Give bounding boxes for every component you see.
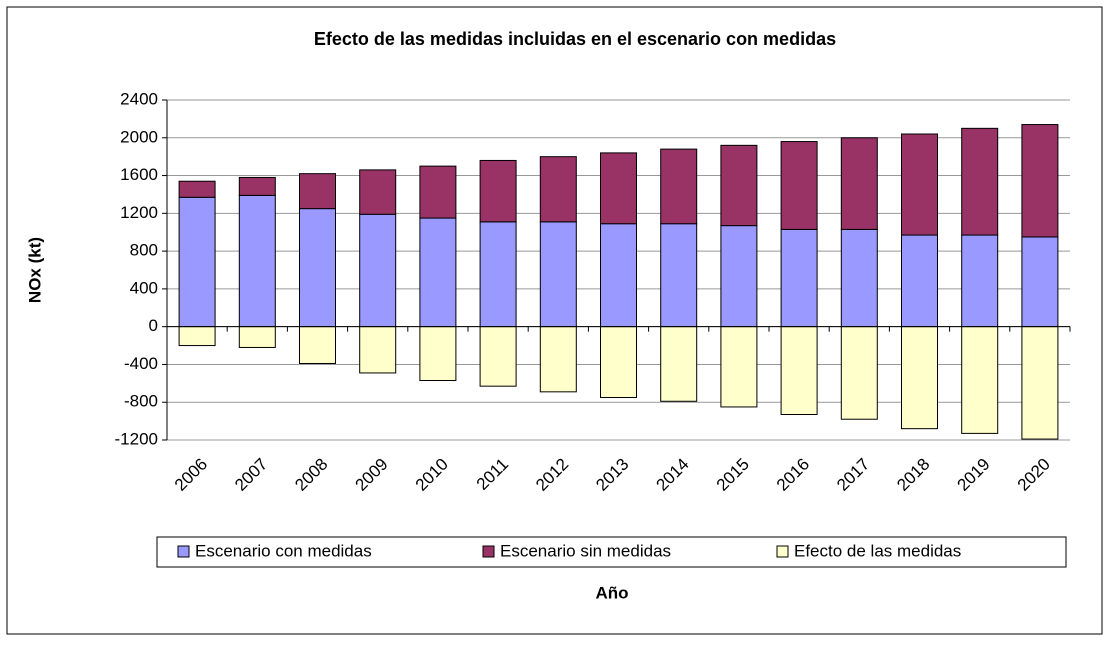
bar: [178, 326, 216, 347]
bar: [419, 165, 457, 219]
bar: [600, 152, 637, 225]
bar: [961, 326, 999, 434]
bar: [1021, 326, 1059, 440]
bar: [660, 223, 698, 328]
bar: [600, 326, 637, 398]
bar: [901, 234, 938, 328]
bar: [961, 127, 999, 236]
y-tick-label: -1200: [115, 429, 158, 448]
legend-marker: [177, 545, 190, 558]
bar: [901, 133, 938, 236]
x-axis-title: Año: [595, 583, 628, 602]
chart-title: Efecto de las medidas incluidas en el es…: [314, 29, 836, 49]
bar: [600, 223, 637, 328]
bar: [178, 180, 216, 198]
legend-box: [156, 536, 1067, 568]
bar: [359, 213, 397, 328]
bar: [479, 326, 517, 387]
y-tick-label: -400: [124, 354, 158, 373]
bar: [479, 221, 517, 328]
bar: [780, 326, 818, 415]
y-tick-label: 400: [130, 278, 158, 297]
bar: [720, 144, 758, 227]
bar: [539, 326, 577, 393]
legend-marker: [482, 545, 495, 558]
legend-marker: [776, 545, 789, 558]
bar: [1021, 124, 1059, 238]
bar: [419, 217, 457, 328]
bar: [660, 148, 698, 225]
legend-label: Escenario sin medidas: [500, 541, 671, 560]
bar: [840, 326, 878, 420]
y-tick-label: 0: [149, 316, 158, 335]
bar: [901, 326, 938, 430]
legend-label: Escenario con medidas: [195, 541, 372, 560]
bar: [840, 228, 878, 328]
bar: [359, 326, 397, 374]
y-tick-label: 2400: [120, 89, 158, 108]
bar: [961, 234, 999, 328]
bar: [539, 156, 577, 223]
bar: [1021, 236, 1059, 328]
bar: [238, 326, 276, 348]
y-tick-label: 1200: [120, 203, 158, 222]
legend-label: Efecto de las medidas: [794, 541, 961, 560]
bar: [720, 225, 758, 328]
y-tick-label: 2000: [120, 127, 158, 146]
bar: [178, 196, 216, 328]
bar: [780, 141, 818, 230]
y-tick-label: -800: [124, 392, 158, 411]
bar: [359, 169, 397, 215]
bar: [299, 173, 336, 210]
y-tick-label: 800: [130, 241, 158, 260]
bar: [660, 326, 698, 402]
bar: [299, 208, 336, 328]
bar: [479, 159, 517, 223]
bar: [238, 194, 276, 328]
bar: [539, 221, 577, 328]
bar: [840, 137, 878, 230]
bar: [419, 326, 457, 381]
bar: [720, 326, 758, 408]
bar: [238, 176, 276, 196]
bar: [299, 326, 336, 364]
bar: [780, 228, 818, 328]
y-axis-title: NOx (kt): [25, 237, 44, 303]
y-tick-label: 1600: [120, 165, 158, 184]
